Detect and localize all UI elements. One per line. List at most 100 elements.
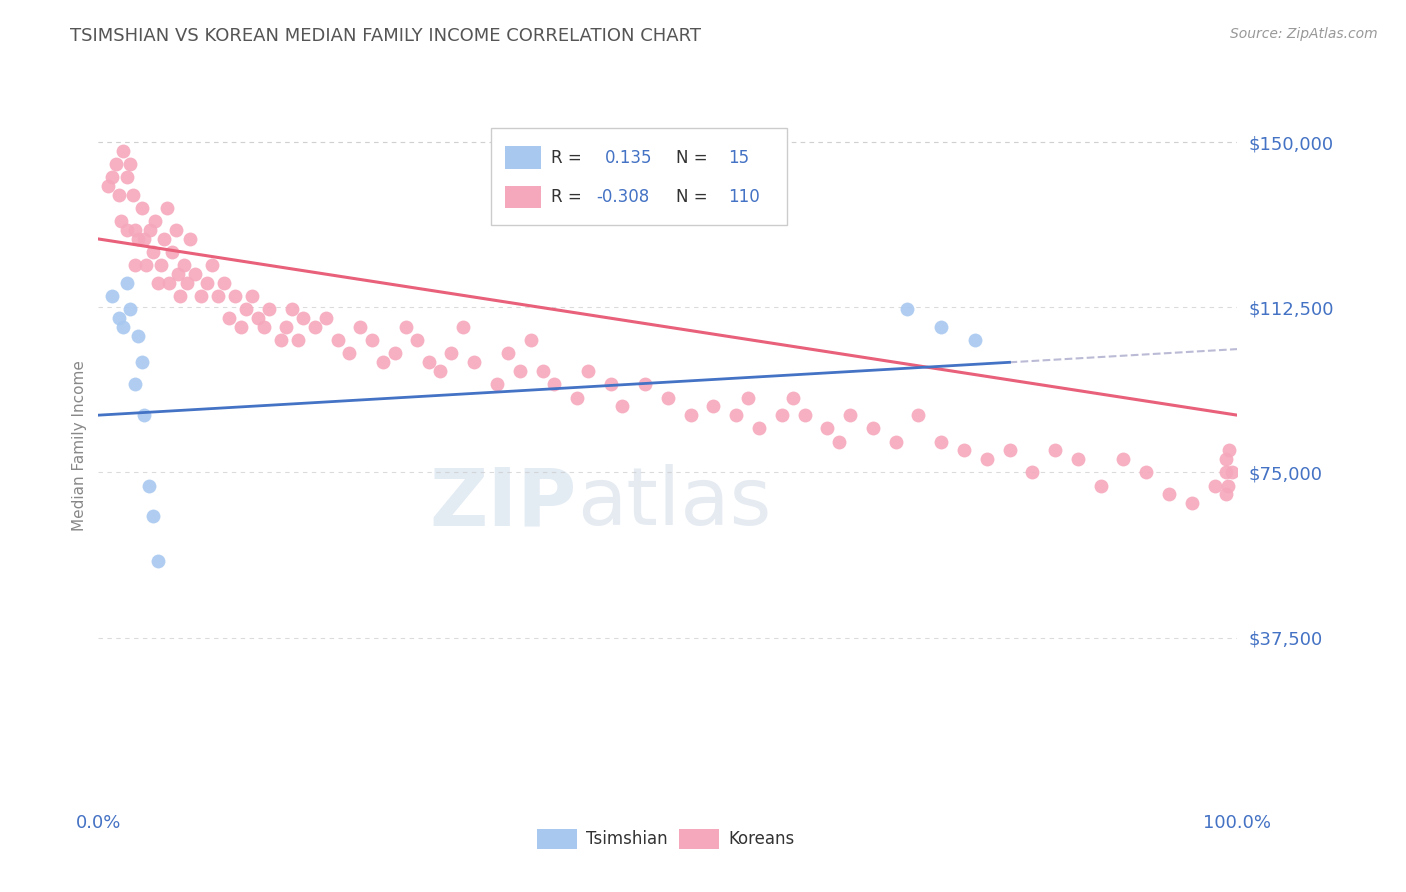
Point bbox=[1218, 478, 1240, 492]
Point bbox=[146, 553, 169, 567]
Point bbox=[770, 408, 793, 422]
Point bbox=[337, 346, 360, 360]
Point bbox=[748, 421, 770, 435]
Point bbox=[135, 259, 157, 273]
Point bbox=[224, 289, 246, 303]
Point bbox=[953, 443, 976, 458]
Point bbox=[1215, 466, 1237, 480]
Point bbox=[218, 311, 240, 326]
Point bbox=[793, 408, 815, 422]
Point bbox=[976, 452, 998, 467]
Point bbox=[326, 333, 349, 347]
Point bbox=[657, 391, 679, 405]
Point bbox=[965, 333, 987, 347]
Point bbox=[565, 391, 588, 405]
Point bbox=[115, 170, 138, 185]
Point bbox=[112, 144, 135, 158]
Text: Tsimshian: Tsimshian bbox=[586, 830, 668, 848]
Point bbox=[131, 355, 153, 369]
Point bbox=[1135, 466, 1157, 480]
Point bbox=[240, 289, 263, 303]
Point bbox=[127, 329, 149, 343]
Point bbox=[108, 311, 131, 326]
Point bbox=[384, 346, 406, 360]
Point bbox=[634, 377, 657, 392]
FancyBboxPatch shape bbox=[491, 128, 787, 225]
Point bbox=[543, 377, 565, 392]
Point bbox=[131, 201, 153, 215]
Text: R =: R = bbox=[551, 188, 581, 206]
Point bbox=[176, 276, 198, 290]
Point bbox=[124, 259, 146, 273]
Point bbox=[1067, 452, 1090, 467]
Point bbox=[1043, 443, 1066, 458]
Point bbox=[173, 259, 195, 273]
Point bbox=[576, 364, 599, 378]
Point bbox=[429, 364, 451, 378]
Point bbox=[101, 170, 124, 185]
Point bbox=[702, 400, 724, 414]
Point bbox=[998, 443, 1021, 458]
Point bbox=[153, 232, 176, 246]
Point bbox=[252, 320, 274, 334]
Point bbox=[96, 179, 118, 194]
Point bbox=[184, 267, 207, 281]
Point bbox=[212, 276, 235, 290]
Point bbox=[520, 333, 543, 347]
Point bbox=[229, 320, 252, 334]
Point bbox=[142, 509, 165, 524]
Point bbox=[862, 421, 884, 435]
Point bbox=[121, 188, 143, 202]
Point bbox=[1220, 466, 1243, 480]
Text: N =: N = bbox=[676, 188, 707, 206]
Point bbox=[138, 223, 160, 237]
Point bbox=[1215, 452, 1237, 467]
Point bbox=[127, 232, 149, 246]
Point bbox=[145, 214, 167, 228]
Point bbox=[839, 408, 862, 422]
Point bbox=[124, 377, 146, 392]
Point bbox=[1090, 478, 1112, 492]
Point bbox=[1204, 478, 1226, 492]
Point bbox=[815, 421, 838, 435]
Point bbox=[270, 333, 292, 347]
Point bbox=[679, 408, 702, 422]
Bar bbox=[679, 830, 718, 849]
Point bbox=[169, 289, 191, 303]
Point bbox=[142, 245, 165, 260]
Bar bbox=[505, 146, 541, 169]
Point bbox=[907, 408, 929, 422]
Point bbox=[146, 276, 169, 290]
Point bbox=[1021, 466, 1043, 480]
Point bbox=[884, 434, 907, 449]
Point bbox=[509, 364, 531, 378]
Point bbox=[725, 408, 748, 422]
Point bbox=[132, 232, 155, 246]
Text: Source: ZipAtlas.com: Source: ZipAtlas.com bbox=[1230, 27, 1378, 41]
Point bbox=[737, 391, 759, 405]
Point bbox=[531, 364, 554, 378]
Point bbox=[281, 302, 304, 317]
Point bbox=[929, 320, 952, 334]
Point bbox=[115, 276, 138, 290]
Point bbox=[349, 320, 371, 334]
Point bbox=[782, 391, 804, 405]
Bar bbox=[505, 186, 541, 209]
Point bbox=[1218, 443, 1240, 458]
Text: 110: 110 bbox=[728, 188, 761, 206]
Point bbox=[120, 157, 142, 171]
Point bbox=[1157, 487, 1180, 501]
Point bbox=[246, 311, 269, 326]
Point bbox=[108, 188, 131, 202]
Point bbox=[115, 223, 138, 237]
Point bbox=[195, 276, 218, 290]
Bar bbox=[537, 830, 576, 849]
Text: -0.308: -0.308 bbox=[596, 188, 650, 206]
Text: 15: 15 bbox=[728, 149, 749, 167]
Text: N =: N = bbox=[676, 149, 707, 167]
Point bbox=[498, 346, 520, 360]
Point bbox=[395, 320, 418, 334]
Point bbox=[156, 201, 179, 215]
Point bbox=[451, 320, 474, 334]
Text: ZIP: ZIP bbox=[429, 464, 576, 542]
